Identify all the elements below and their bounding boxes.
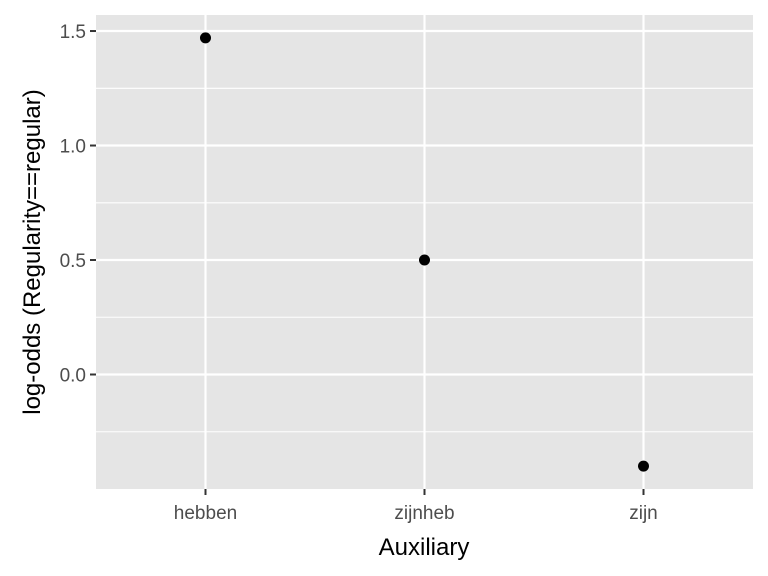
x-tick-label: zijnheb [394,503,454,524]
y-tick-label: 1.5 [60,22,86,43]
y-tick-label: 0.0 [60,366,86,387]
data-point-hebben [200,32,211,44]
x-tick-label: zijn [629,503,658,524]
data-point-zijn [638,460,649,472]
data-point-zijnheb [419,254,430,266]
x-axis-title: Auxiliary [379,534,470,561]
x-axis: hebben zijnheb zijn [174,489,658,524]
y-axis: 0.0 0.5 1.0 1.5 [60,22,96,387]
y-tick-label: 0.5 [60,251,86,272]
data-points [200,32,649,472]
y-tick-label: 1.0 [60,137,86,158]
x-tick-label: hebben [174,503,237,524]
y-axis-title: log-odds (Regularity==regular) [19,89,46,415]
